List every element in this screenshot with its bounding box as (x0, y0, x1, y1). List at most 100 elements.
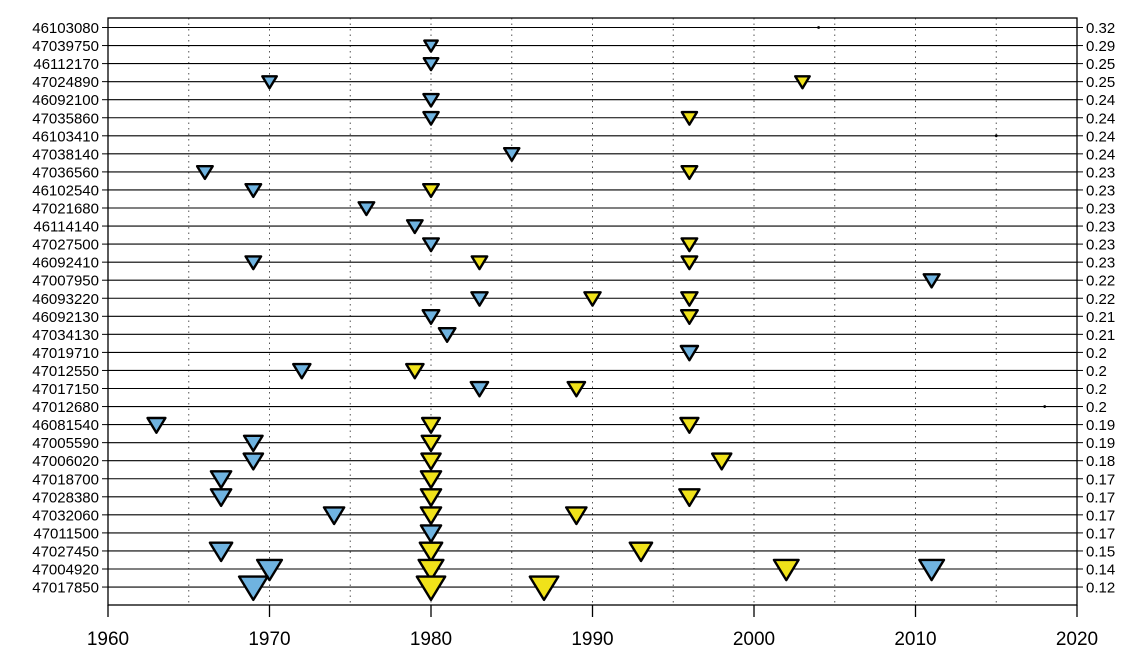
station-id-label: 47012550 (32, 363, 99, 380)
x-tick-label: 1990 (571, 629, 613, 650)
station-value-label: 0.24 (1086, 128, 1115, 145)
blue-triangle-marker (469, 380, 490, 398)
station-id-label: 47034130 (32, 327, 99, 344)
dot-marker (1043, 405, 1047, 408)
yellow-triangle-marker (583, 291, 602, 307)
x-axis: 1960 1970 1980 1990 2000 2010 2020 (87, 605, 1098, 650)
yellow-triangle-marker (420, 434, 442, 453)
station-id-label: 47038140 (32, 146, 99, 163)
dot-marker (817, 26, 820, 29)
station-value-label: 0.17 (1086, 507, 1115, 524)
station-value-label: 0.32 (1086, 20, 1115, 37)
yellow-triangle-marker (419, 506, 443, 526)
station-id-label: 46092410 (32, 255, 99, 272)
x-tick-label: 2020 (1056, 629, 1098, 650)
blue-triangle-marker (244, 182, 263, 199)
station-value-label: 0.24 (1086, 110, 1115, 127)
station-id-label: 46103410 (32, 128, 99, 145)
station-value-label: 0.25 (1086, 56, 1115, 73)
blue-triangle-marker (421, 309, 441, 325)
station-id-label: 47004920 (32, 562, 99, 579)
blue-triangle-marker (209, 488, 233, 508)
station-value-label: 0.2 (1086, 363, 1107, 380)
blue-triangle-marker (422, 110, 440, 126)
station-value-label: 0.2 (1086, 381, 1107, 398)
x-tick-label: 2010 (894, 629, 936, 650)
station-id-label: 47005590 (32, 435, 99, 452)
station-value-label: 0.19 (1086, 417, 1115, 434)
blue-triangle-marker (209, 470, 233, 490)
yellow-triangle-marker (678, 488, 701, 508)
yellow-triangle-marker (418, 541, 444, 563)
yellow-triangle-marker (417, 558, 445, 582)
station-id-label: 46112170 (33, 56, 99, 73)
yellow-triangle-marker (680, 237, 699, 253)
station-id-label: 46092130 (32, 309, 99, 326)
station-value-label: 0.19 (1086, 435, 1115, 452)
station-value-label: 0.23 (1086, 201, 1115, 218)
blue-triangle-marker (195, 164, 214, 181)
yellow-triangle-marker (772, 558, 800, 582)
x-tick-label: 2000 (733, 629, 775, 650)
yellow-triangle-marker (680, 255, 699, 271)
blue-triangle-marker (422, 57, 440, 72)
blue-triangle-marker (922, 273, 941, 289)
station-id-label: 47032060 (32, 507, 99, 524)
yellow-triangle-marker (528, 575, 560, 602)
station-value-label: 0.23 (1086, 182, 1115, 199)
blue-triangle-marker (242, 434, 264, 453)
blue-triangle-marker (918, 558, 946, 582)
station-value-label: 0.29 (1086, 38, 1115, 55)
station-value-label: 0.17 (1086, 489, 1115, 506)
row-labels: 46103080 0.32 47039750 0.29 46112170 0.25 4702… (32, 20, 1115, 597)
station-id-label: 47028380 (32, 489, 99, 506)
dot-marker (994, 134, 998, 138)
yellow-triangle-marker (566, 380, 587, 398)
station-value-label: 0.23 (1086, 164, 1115, 181)
station-id-label: 47017150 (32, 381, 99, 398)
station-id-label: 47035860 (32, 110, 99, 127)
blue-triangle-marker (292, 362, 312, 380)
blue-triangle-marker (679, 344, 700, 362)
yellow-triangle-marker (420, 452, 442, 471)
row-lines (108, 26, 1077, 588)
blue-triangle-marker (357, 201, 376, 217)
station-value-label: 0.22 (1086, 291, 1115, 308)
station-value-label: 0.24 (1086, 92, 1115, 109)
blue-triangle-marker (261, 75, 278, 90)
yellow-triangle-marker (420, 416, 442, 434)
blue-triangle-marker (422, 92, 440, 108)
station-value-label: 0.23 (1086, 255, 1115, 272)
station-id-label: 46092100 (32, 92, 99, 109)
station-value-label: 0.14 (1086, 562, 1115, 579)
station-value-label: 0.15 (1086, 543, 1115, 560)
blue-triangle-marker (419, 524, 443, 544)
yellow-triangle-marker (679, 416, 700, 434)
x-tick-label: 1980 (410, 629, 452, 650)
yellow-triangle-marker (680, 291, 699, 307)
station-value-label: 0.18 (1086, 453, 1115, 470)
blue-triangle-marker (405, 219, 424, 235)
station-value-label: 0.24 (1086, 146, 1115, 163)
station-value-label: 0.22 (1086, 273, 1115, 290)
yellow-triangle-marker (710, 452, 733, 471)
blue-triangle-marker (470, 291, 489, 307)
blue-triangle-marker (146, 416, 167, 434)
station-id-label: 47007950 (32, 273, 99, 290)
yellow-triangle-marker (470, 255, 489, 271)
x-tick-label: 1960 (87, 629, 129, 650)
blue-triangle-marker (322, 506, 346, 526)
grid-layer (188, 18, 997, 605)
yellow-triangle-marker (419, 488, 443, 508)
station-value-label: 0.21 (1086, 309, 1115, 326)
yellow-triangle-marker (628, 541, 654, 563)
yellow-triangle-marker (405, 362, 425, 380)
blue-triangle-marker (255, 558, 284, 582)
yellow-triangle-marker (794, 75, 811, 90)
station-value-label: 0.21 (1086, 327, 1115, 344)
yellow-triangle-marker (679, 309, 699, 325)
blue-triangle-marker (437, 327, 457, 343)
markers (146, 26, 1047, 602)
station-id-label: 47011500 (33, 525, 99, 542)
